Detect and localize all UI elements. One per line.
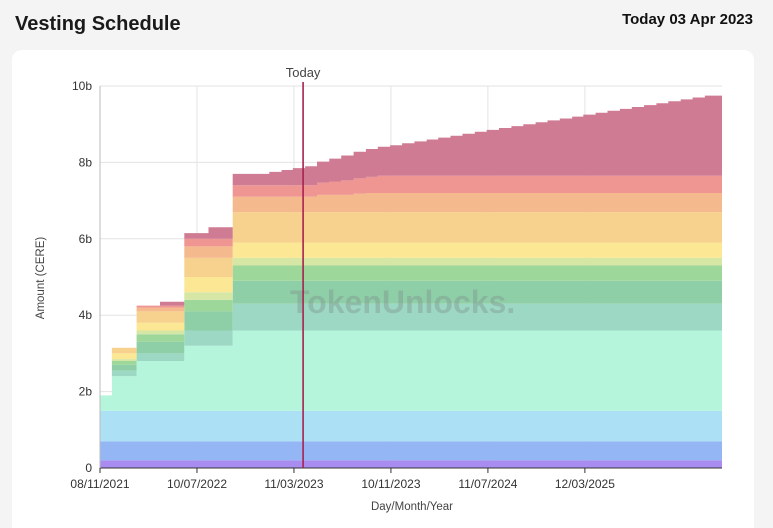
- area-series-7: [100, 265, 722, 396]
- x-axis-label: Day/Month/Year: [371, 501, 453, 513]
- x-tick-label: 10/07/2022: [167, 477, 227, 491]
- today-date-label: Today 03 Apr 2023: [622, 11, 753, 28]
- y-axis-label: Amount (CERE): [35, 237, 47, 320]
- area-series-9: [100, 242, 722, 396]
- area-series-5: [100, 303, 722, 396]
- x-tick-label: 12/03/2025: [555, 477, 615, 491]
- y-tick-label: 8b: [79, 155, 93, 169]
- y-tick-label: 10b: [72, 79, 92, 93]
- area-series-10: [100, 212, 722, 396]
- x-tick-label: 11/03/2023: [264, 477, 323, 491]
- x-tick-label: 10/11/2023: [361, 477, 420, 491]
- y-tick-label: 2b: [79, 385, 93, 399]
- x-tick-label: 11/07/2024: [458, 477, 517, 491]
- area-series-13: [100, 95, 722, 396]
- stacked-areas: [100, 95, 722, 468]
- axes: 0 2b 4b 6b 8b 10b 08/11/2021 10/07/2022 11/03/20…: [70, 79, 722, 491]
- page-title: Vesting Schedule: [15, 13, 181, 35]
- area-series-2: [100, 441, 722, 461]
- area-series-6: [100, 280, 722, 396]
- area-series-3: [100, 410, 722, 442]
- today-label: Today: [286, 65, 321, 80]
- y-tick-label: 4b: [79, 308, 93, 322]
- area-series-4: [100, 330, 722, 411]
- header: Vesting Schedule Today 03 Apr 2023: [0, 0, 773, 50]
- watermark: TokenUnlocks.: [290, 284, 515, 320]
- x-tick-label: 08/11/2021: [70, 477, 129, 491]
- y-tick-label: 0: [85, 461, 92, 475]
- area-series-1: [100, 460, 722, 468]
- y-tick-label: 6b: [79, 232, 93, 246]
- today-marker: Today: [286, 65, 321, 468]
